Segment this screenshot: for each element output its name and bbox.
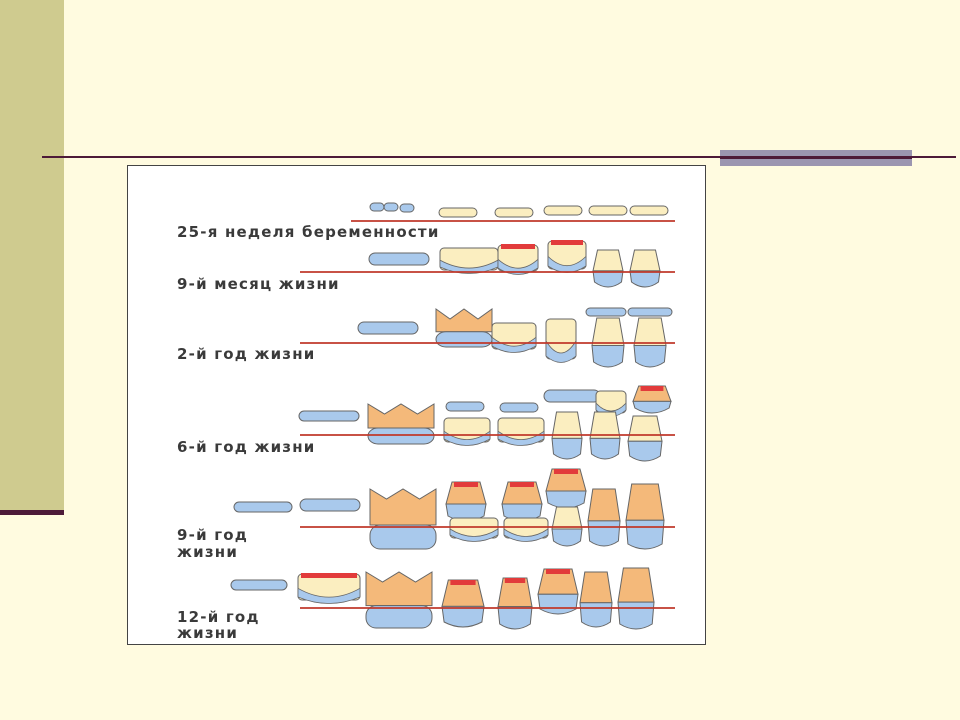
incisor-s4-3-crown bbox=[627, 440, 663, 462]
title-accent-band bbox=[720, 156, 912, 159]
incisor-s2-1-root bbox=[592, 249, 624, 272]
crown-s3-2-enamel bbox=[491, 336, 537, 353]
incisor-s3-1-root bbox=[591, 317, 625, 346]
stage-label-9-year-line1: 9-й год bbox=[177, 526, 248, 544]
incisor-s4-top-pulp bbox=[640, 386, 664, 391]
crown-s5-3-pulp bbox=[510, 482, 534, 487]
stage-label-9-year-line2: жизни bbox=[177, 543, 238, 561]
incisor-s6-5-root bbox=[617, 567, 655, 603]
incisor-s4-1-crown bbox=[551, 437, 583, 460]
cap-s1-0 bbox=[438, 207, 478, 218]
cap-s1-1 bbox=[494, 207, 534, 218]
incisor-s6-1-crown bbox=[441, 605, 485, 628]
cap-s3-molar bbox=[357, 321, 419, 335]
incisor-s5-1-crown bbox=[551, 528, 583, 547]
cap-s3-top-2 bbox=[627, 307, 673, 317]
molar-s5-1-roots bbox=[369, 488, 437, 526]
incisor-s6-2-pulp bbox=[504, 578, 526, 583]
cap-s1-4 bbox=[629, 205, 669, 216]
molar-s4-1-roots bbox=[367, 403, 435, 429]
side-bar bbox=[0, 0, 64, 511]
incisor-s2-2-root bbox=[629, 249, 661, 272]
cap-s6-1 bbox=[230, 579, 288, 591]
crown-s5-4-pulp bbox=[554, 469, 578, 474]
incisor-s6-2-crown bbox=[497, 606, 533, 630]
incisor-s6-3-crown bbox=[537, 593, 579, 615]
incisor-s3-2-root bbox=[633, 317, 667, 346]
side-bar-underline bbox=[0, 510, 64, 515]
cap-s3-top-1 bbox=[585, 307, 627, 317]
cap-s4-mid-2 bbox=[499, 402, 539, 413]
incisor-s2-2-crown bbox=[629, 270, 661, 288]
incisor-s2-1-crown bbox=[592, 270, 624, 288]
stage-label-2-year: 2-й год жизни bbox=[177, 345, 316, 363]
teeth-layer bbox=[230, 202, 675, 630]
crown-s5-2-pulp bbox=[454, 482, 478, 487]
molar-s6-1-crown bbox=[365, 605, 433, 629]
incisor-s5-3-crown bbox=[625, 519, 665, 550]
bud-2 bbox=[399, 203, 415, 213]
incisor-s4-3-root bbox=[627, 415, 663, 442]
incisor-s6-5-crown bbox=[617, 601, 655, 630]
molar-s3-1-crown bbox=[435, 331, 493, 348]
cap-s4-mid-1 bbox=[445, 401, 485, 412]
crown-s2-2-pulp bbox=[501, 244, 535, 249]
stage-label-12-year-line2: жизни bbox=[177, 624, 238, 642]
crown-s4-2-enamel bbox=[443, 430, 491, 446]
molar-s4-1-crown bbox=[367, 427, 435, 445]
tooth-development-figure: 25-я неделя беременности 9-й месяц жизни… bbox=[127, 165, 706, 645]
incisor-s4-2-crown bbox=[589, 437, 621, 460]
cap-s4-molar bbox=[298, 410, 360, 422]
cap-s1-3 bbox=[588, 205, 628, 216]
incisor-s5-2-crown bbox=[587, 520, 621, 547]
cap-s5-2 bbox=[299, 498, 361, 512]
incisor-s6-3-pulp bbox=[546, 569, 570, 574]
cap-s5-1 bbox=[233, 501, 293, 513]
cap-s4-top-1 bbox=[543, 389, 601, 403]
crown-s5-4-crown bbox=[545, 490, 587, 509]
incisor-s4-top-crown bbox=[632, 400, 672, 414]
cap-s2-molar bbox=[368, 252, 430, 266]
crown-s6-1-pulp bbox=[301, 573, 357, 578]
stage-label-6-year: 6-й год жизни bbox=[177, 438, 316, 456]
tooth-development-diagram: 25-я неделя беременности 9-й месяц жизни… bbox=[177, 202, 675, 642]
bud-1 bbox=[383, 202, 399, 212]
molar-s6-1-roots bbox=[365, 571, 433, 607]
cap-s1-2 bbox=[543, 205, 583, 216]
incisor-s5-3-root bbox=[625, 483, 665, 521]
incisor-s6-1-pulp bbox=[450, 580, 476, 585]
incisor-s3-1-crown bbox=[591, 345, 625, 368]
molar-s3-1-roots bbox=[435, 308, 493, 333]
bud-0 bbox=[369, 202, 385, 212]
crown-s3-3-enamel bbox=[545, 339, 577, 363]
stage-label-12-year-line1: 12-й год bbox=[177, 608, 260, 626]
crown-s6-1-enamel bbox=[297, 587, 361, 604]
crown-s2-3-enamel bbox=[547, 255, 587, 273]
incisor-s5-2-root bbox=[587, 488, 621, 522]
incisor-s6-4-crown bbox=[579, 602, 613, 628]
molar-s5-1-crown bbox=[369, 524, 437, 550]
crown-s5-low-1-enamel bbox=[449, 528, 499, 542]
crown-s5-low-2-enamel bbox=[503, 528, 549, 542]
title-rule bbox=[42, 156, 956, 158]
incisor-s6-4-root bbox=[579, 571, 613, 604]
stage-label-25-week: 25-я неделя беременности bbox=[177, 223, 440, 241]
stage-label-9-month: 9-й месяц жизни bbox=[177, 275, 340, 293]
incisor-s5-1-root bbox=[551, 506, 583, 530]
crown-s4-3-enamel bbox=[497, 430, 545, 446]
incisor-s3-2-crown bbox=[633, 345, 667, 368]
crown-s2-3-pulp bbox=[551, 240, 583, 245]
